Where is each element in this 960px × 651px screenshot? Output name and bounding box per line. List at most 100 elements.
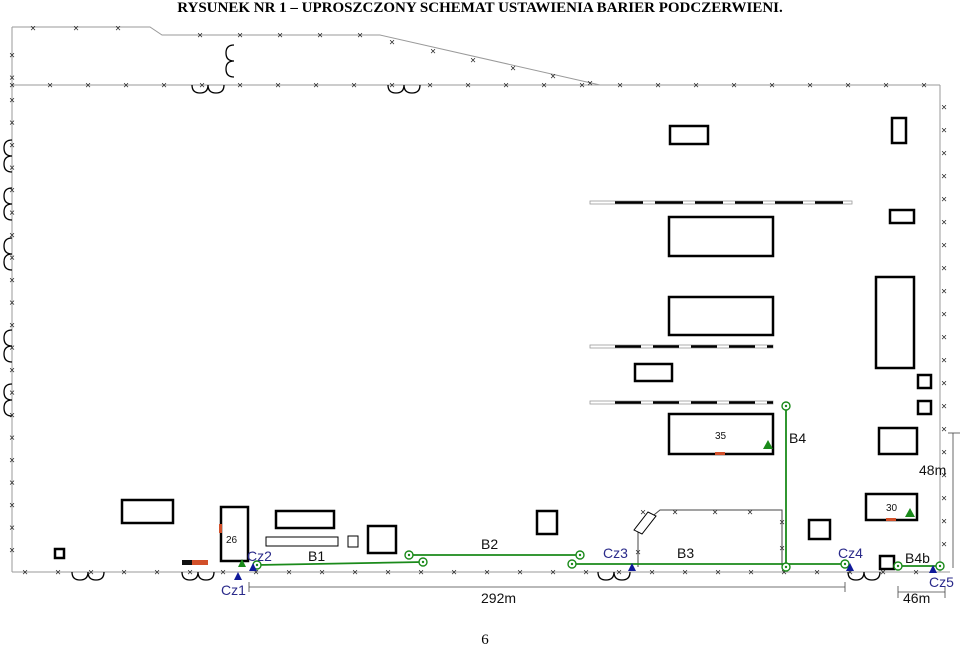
gate-symbol	[3, 329, 13, 363]
fence-post-marker: ×	[883, 81, 889, 92]
fence-post-marker: ×	[941, 218, 947, 229]
fence-post-marker: ×	[187, 568, 193, 579]
road-strips	[589, 200, 853, 405]
fence-post-marker: ×	[197, 31, 203, 42]
structure	[347, 535, 359, 548]
gate-symbol	[3, 383, 13, 417]
fence-post-marker: ×	[385, 568, 391, 579]
green-triangle	[238, 559, 246, 567]
fence-post-marker: ×	[941, 241, 947, 252]
fence-post-marker: ×	[220, 568, 226, 579]
fence-post-marker: ×	[9, 321, 15, 332]
label-b2: B2	[481, 536, 498, 552]
diagram-title: RYSUNEK NR 1 – UPROSZCZONY SCHEMAT USTAW…	[177, 0, 783, 16]
fence-post-marker: ×	[9, 81, 15, 92]
fence-post-marker: ×	[941, 402, 947, 413]
fence-post-marker: ×	[9, 118, 15, 129]
fence-post-marker: ×	[465, 81, 471, 92]
gate-symbol	[3, 237, 13, 271]
fence-post-marker: ×	[451, 568, 457, 579]
structure	[265, 536, 339, 547]
fence-post-marker: ×	[9, 523, 15, 534]
fence-post-marker: ×	[199, 81, 205, 92]
fence-post-marker: ×	[115, 24, 121, 35]
fence-post-marker: ×	[941, 172, 947, 183]
gate	[715, 452, 725, 455]
fence-post-marker: ×	[237, 81, 243, 92]
fence-post-marker: ×	[47, 81, 53, 92]
detector-markers	[234, 563, 937, 580]
fence-post-marker: ×	[587, 79, 593, 90]
fence-post-marker: ×	[672, 508, 678, 519]
building	[874, 275, 916, 370]
fence-post-marker: ×	[9, 163, 15, 174]
gate-markers	[182, 452, 896, 565]
label-b1: B1	[308, 548, 325, 564]
building	[667, 215, 775, 258]
building	[274, 509, 336, 530]
fence-post-marker: ×	[941, 103, 947, 114]
fence-post-marker: ×	[121, 568, 127, 579]
building	[53, 547, 66, 560]
fence-post-marker: ×	[9, 366, 15, 377]
fence-post-marker: ×	[941, 195, 947, 206]
dimension-lines	[248, 432, 960, 598]
label-cz3: Cz3	[603, 545, 628, 561]
fence-post-marker: ×	[430, 47, 436, 58]
detector-cz1	[234, 572, 242, 580]
fence-post-marker: ×	[510, 64, 516, 75]
fence-post-marker: ×	[9, 208, 15, 219]
gate-symbol	[71, 571, 105, 581]
building	[120, 498, 175, 525]
fence-post-marker: ×	[9, 141, 15, 152]
fence-post-marker: ×	[847, 568, 853, 579]
label-b4b: B4b	[905, 550, 930, 566]
fence-post-marker: ×	[9, 456, 15, 467]
label-cz5: Cz5	[929, 574, 954, 590]
building	[877, 426, 919, 456]
building	[888, 208, 916, 225]
dimension-292m: 292m	[481, 590, 516, 606]
fence-post-marker: ×	[154, 568, 160, 579]
fence-post-marker: ×	[352, 568, 358, 579]
fence-post-marker: ×	[503, 81, 509, 92]
gate-symbols	[3, 44, 881, 581]
fence-post-marker: ×	[275, 81, 281, 92]
fence-post-marker: ×	[941, 356, 947, 367]
fence-post-marker: ×	[941, 333, 947, 344]
fence-post-markers: × × × × × × × × × × × × × × × × × × × × × × × × × × × × × × × × × × × × × × × ×…	[9, 24, 947, 579]
fence-post-marker: ×	[579, 81, 585, 92]
fence-post-marker: ×	[617, 81, 623, 92]
fence-post-marker: ×	[88, 568, 94, 579]
label-b4: B4	[789, 430, 806, 446]
fence-post-marker: ×	[9, 411, 15, 422]
fence-post-marker: ×	[941, 149, 947, 160]
barrier-b1	[256, 561, 424, 566]
fence-post-marker: ×	[9, 501, 15, 512]
label-b3: B3	[677, 545, 694, 561]
fence-post-marker: ×	[123, 81, 129, 92]
label-cz1: Cz1	[221, 582, 246, 598]
gate-symbol	[191, 84, 225, 94]
gate-symbol	[225, 44, 235, 78]
buildings	[53, 116, 933, 571]
fence-post-marker: ×	[484, 568, 490, 579]
fence-post-marker: ×	[30, 24, 36, 35]
fence-post-marker: ×	[814, 568, 820, 579]
small-structures	[265, 535, 359, 548]
fence-post-marker: ×	[237, 31, 243, 42]
fence-post-marker: ×	[693, 81, 699, 92]
label-cz2: Cz2	[247, 548, 272, 564]
fence-post-marker: ×	[941, 425, 947, 436]
fence-outer-top	[12, 26, 601, 86]
detector-cz4	[846, 563, 854, 571]
fence-post-marker: ×	[517, 568, 523, 579]
fence-post-marker: ×	[9, 73, 15, 84]
fence-post-marker: ×	[389, 38, 395, 49]
fence-post-marker: ×	[880, 568, 886, 579]
fence-post-marker: ×	[941, 540, 947, 551]
gate-symbol	[3, 187, 13, 221]
fence-post-marker: ×	[731, 81, 737, 92]
fence-post-marker: ×	[655, 81, 661, 92]
fence-post-marker: ×	[9, 96, 15, 107]
